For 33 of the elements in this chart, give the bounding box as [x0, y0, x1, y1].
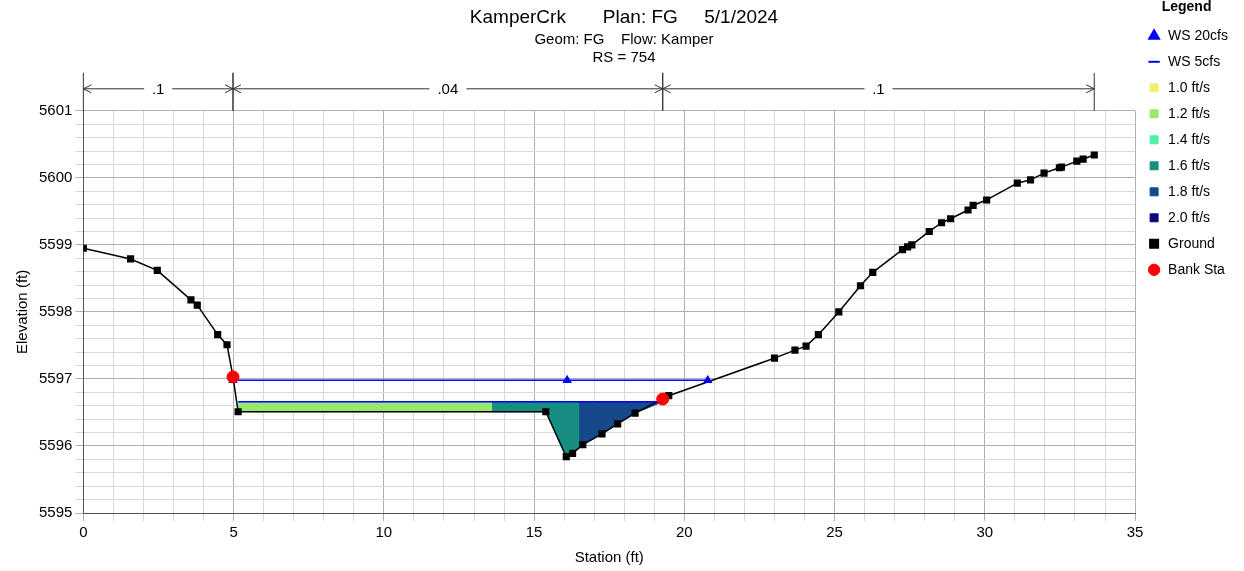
y-axis-title: Elevation (ft)	[13, 269, 31, 354]
y-tick-label: 5598	[38, 302, 73, 320]
chart-subtitle: Geom: FG Flow: Kamper RS = 754	[534, 29, 714, 65]
legend-label: 1.6 ft/s	[1168, 156, 1211, 173]
text: .1	[151, 79, 165, 97]
text: .04	[437, 79, 459, 97]
x-tick-label: 5	[229, 523, 238, 541]
legend-label: 1.0 ft/s	[1168, 78, 1211, 95]
y-tick-label: 5595	[38, 503, 73, 521]
y-tick-label: 5601	[38, 100, 73, 118]
x-tick-label: 30	[976, 523, 994, 541]
x-tick-label: 10	[375, 523, 393, 541]
y-tick-label: 5597	[38, 369, 73, 387]
legend-label: 1.8 ft/s	[1168, 182, 1211, 199]
x-tick-label: 35	[1126, 523, 1144, 541]
chart-title: KamperCrk Plan: FG 5/1/2024	[469, 5, 779, 27]
legend-label: 1.4 ft/s	[1168, 130, 1211, 147]
y-tick-label: 5600	[38, 167, 73, 185]
legend-label: 1.2 ft/s	[1168, 104, 1211, 121]
x-tick-label: 25	[826, 523, 843, 541]
x-axis-title: Station (ft)	[574, 548, 644, 566]
y-tick-label: 5599	[38, 235, 73, 253]
legend-label: 2.0 ft/s	[1168, 208, 1211, 225]
x-tick-label: 15	[525, 523, 543, 541]
legend-label: WS 5cfs	[1168, 52, 1221, 69]
legend-title: Legend	[1161, 0, 1212, 14]
legend-label: Bank Sta	[1168, 260, 1226, 277]
y-tick-label: 5596	[38, 436, 73, 454]
legend-label: Ground	[1168, 234, 1215, 251]
text: .1	[872, 79, 885, 97]
legend-label: WS 20cfs	[1168, 26, 1228, 43]
x-tick-label: 20	[676, 523, 693, 541]
x-tick-label: 0	[79, 523, 88, 541]
